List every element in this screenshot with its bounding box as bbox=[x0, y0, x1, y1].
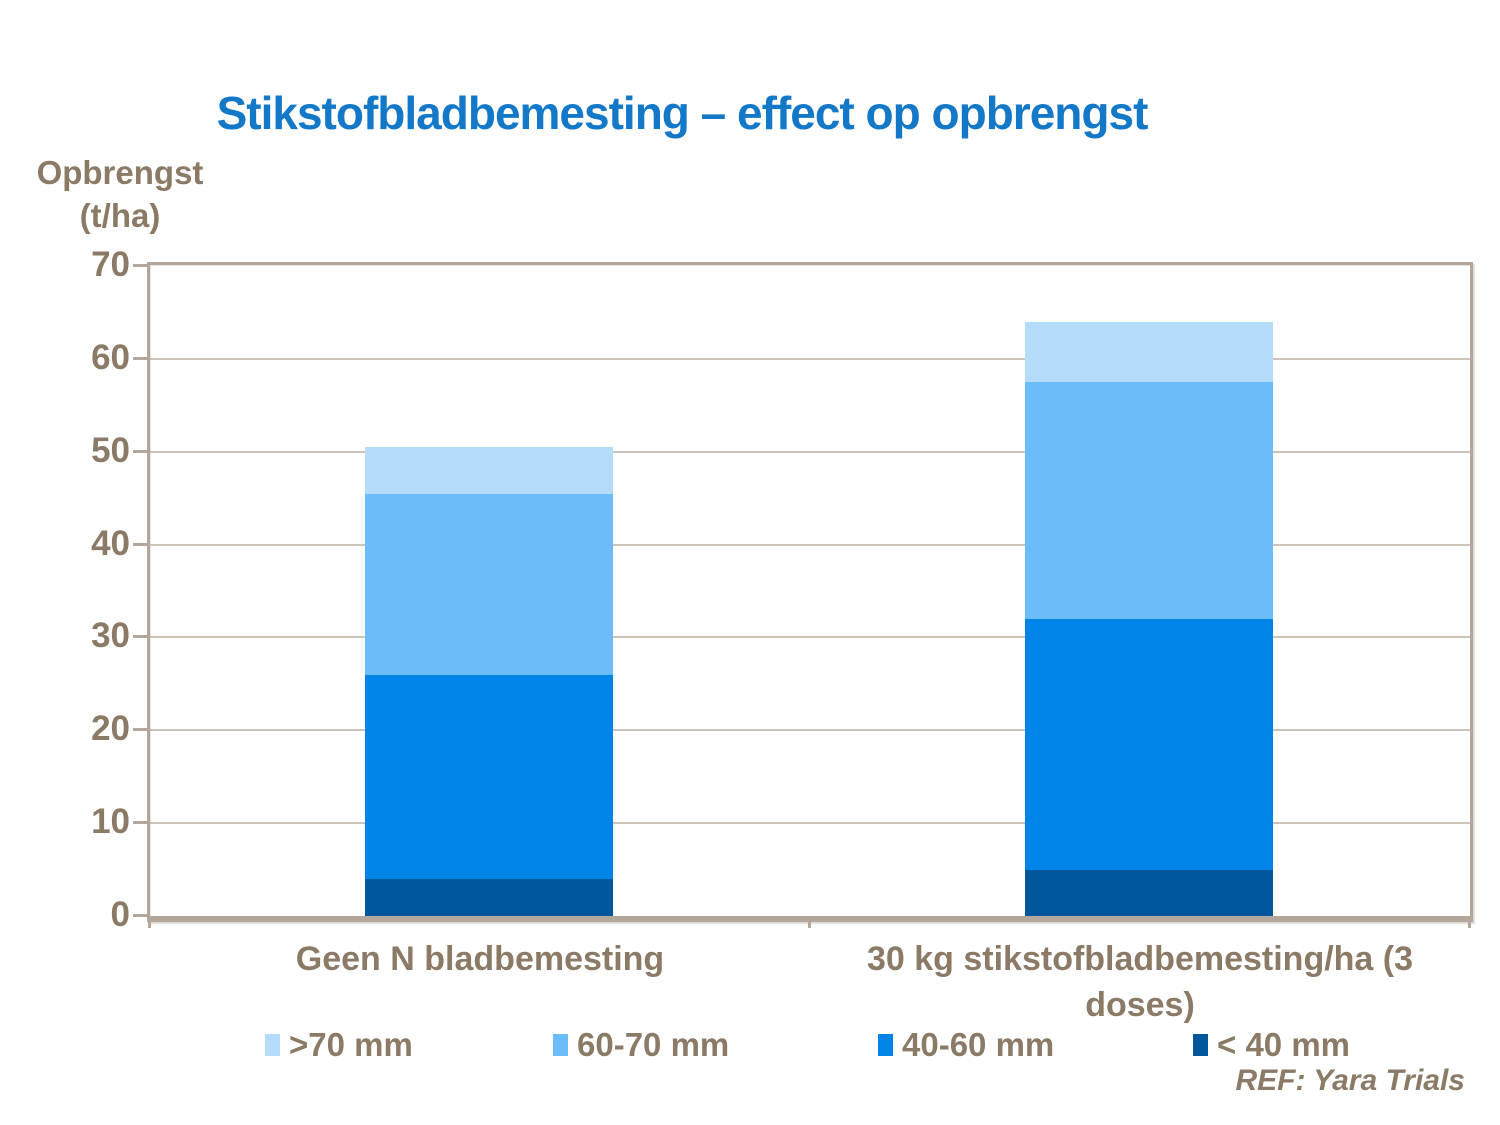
y-tick-label-20: 20 bbox=[91, 709, 130, 749]
y-tick-label-70: 70 bbox=[91, 245, 130, 284]
y-tick-label-40: 40 bbox=[91, 523, 130, 563]
gridline-60 bbox=[150, 357, 1470, 360]
y-tick-label-50: 50 bbox=[91, 430, 130, 470]
x-tick-mark-0 bbox=[148, 916, 151, 928]
bar-segment-4060mm-cat1 bbox=[365, 674, 613, 879]
legend-swatch-icon bbox=[553, 1034, 568, 1056]
y-tick-mark-70 bbox=[133, 264, 148, 267]
bar-segment-6070mm-cat1 bbox=[365, 493, 613, 675]
y-tick-mark-60 bbox=[133, 356, 148, 360]
y-tick-label-10: 10 bbox=[91, 802, 130, 842]
y-tick-mark-0 bbox=[133, 914, 148, 917]
source-reference: REF: Yara Trials bbox=[1235, 1064, 1465, 1097]
x-tick-mark-1 bbox=[808, 916, 811, 928]
y-tick-label-30: 30 bbox=[91, 616, 130, 656]
y-axis-title-line1: Opbrengst bbox=[36, 154, 204, 191]
y-tick-mark-30 bbox=[133, 635, 148, 639]
legend-item-6070mm: 60-70 mm bbox=[553, 1026, 729, 1064]
legend-label: < 40 mm bbox=[1217, 1026, 1350, 1063]
bar-segment->70mm-cat2 bbox=[1025, 321, 1273, 383]
legend-item-4060mm: 40-60 mm bbox=[878, 1026, 1054, 1064]
y-tick-mark-20 bbox=[133, 728, 148, 732]
stacked-bar-2 bbox=[1025, 321, 1273, 916]
legend-swatch-icon bbox=[265, 1034, 280, 1056]
y-tick-mark-40 bbox=[133, 542, 148, 546]
bar-segment-<40mm-cat2 bbox=[1025, 869, 1273, 916]
category-label-1: Geen N bladbemesting bbox=[295, 940, 665, 978]
gridline-40 bbox=[150, 543, 1470, 546]
y-tick-mark-50 bbox=[133, 449, 148, 453]
bar-segment-6070mm-cat2 bbox=[1025, 382, 1273, 619]
legend-label: 60-70 mm bbox=[577, 1026, 730, 1063]
legend-label: 40-60 mm bbox=[902, 1026, 1055, 1063]
y-tick-mark-10 bbox=[133, 821, 148, 825]
legend-label: >70 mm bbox=[289, 1026, 413, 1063]
bar-segment-<40mm-cat1 bbox=[365, 878, 613, 916]
category-label-2: 30 kg stikstofbladbemesting/ha (3 doses) bbox=[866, 940, 1414, 1024]
gridline-30 bbox=[150, 636, 1470, 639]
y-axis-title-line2: (t/ha) bbox=[79, 196, 161, 234]
bar-segment-4060mm-cat2 bbox=[1025, 618, 1273, 870]
legend-swatch-icon bbox=[1193, 1034, 1208, 1056]
y-tick-label-60: 60 bbox=[91, 337, 130, 377]
gridline-20 bbox=[150, 729, 1470, 732]
bar-segment->70mm-cat1 bbox=[365, 447, 613, 494]
legend-item-<40mm: < 40 mm bbox=[1193, 1026, 1350, 1064]
legend-item->70mm: >70 mm bbox=[265, 1026, 413, 1064]
chart-title: Stikstofbladbemesting – effect op opbren… bbox=[216, 87, 1149, 139]
plot-area bbox=[147, 262, 1473, 922]
gridline-50 bbox=[150, 450, 1470, 453]
x-tick-mark-2 bbox=[1468, 916, 1471, 928]
y-axis-title: Opbrengst (t/ha) bbox=[10, 152, 230, 238]
stacked-bar-1 bbox=[365, 447, 613, 916]
legend-swatch-icon bbox=[878, 1034, 893, 1056]
gridline-10 bbox=[150, 822, 1470, 825]
y-tick-label-0: 0 bbox=[110, 895, 130, 934]
